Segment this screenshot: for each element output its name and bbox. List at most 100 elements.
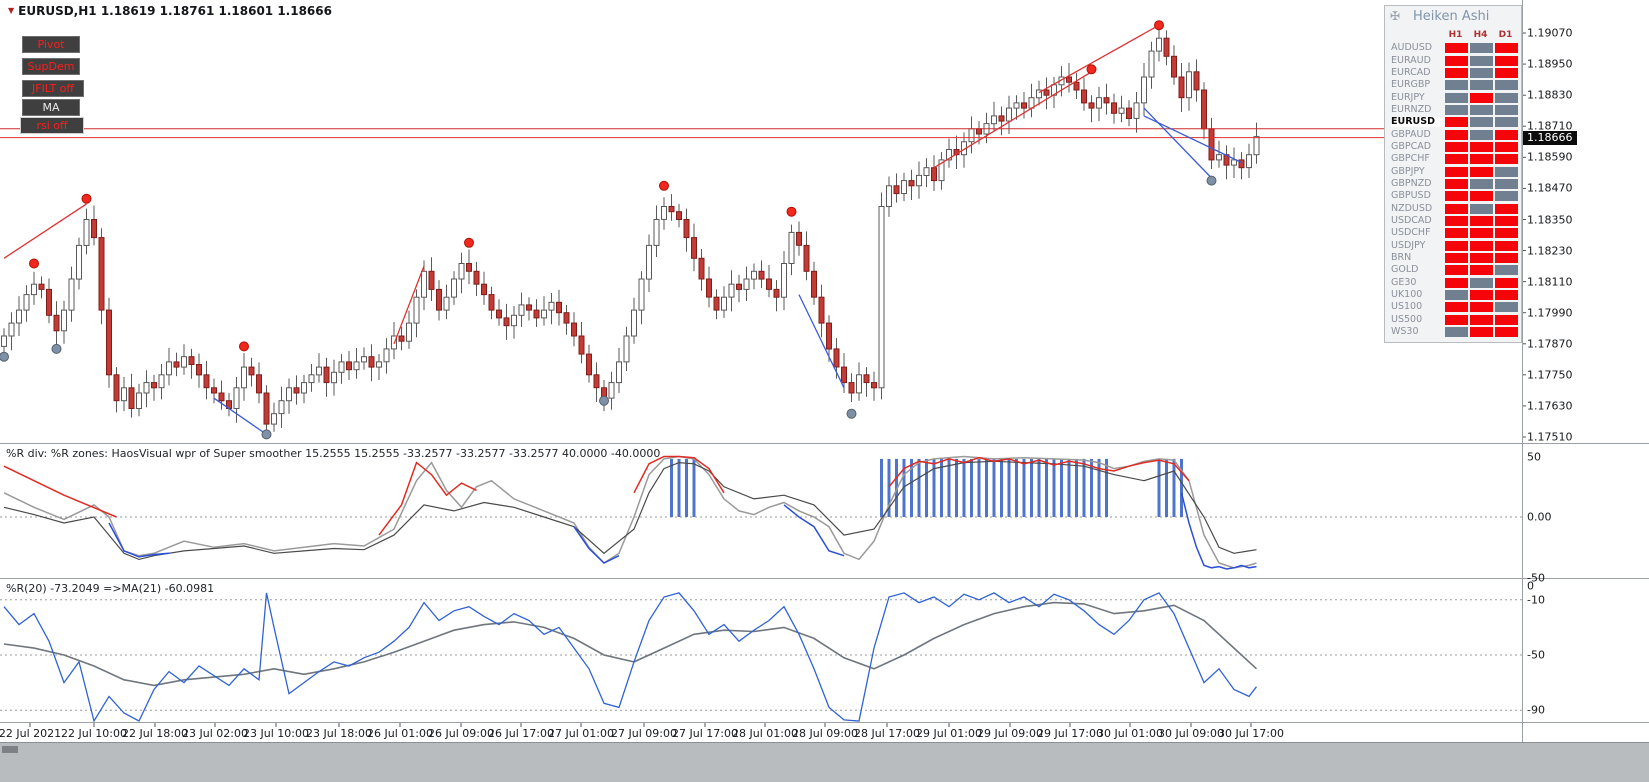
chart-title-text: EURUSD,H1 1.18619 1.18761 1.18601 1.1866… xyxy=(18,4,332,18)
pivot-button[interactable]: Pivot xyxy=(22,36,80,53)
time-tick-label: 22 Jul 2021 xyxy=(0,727,62,740)
ma-button[interactable]: MA xyxy=(22,99,80,116)
heiken-column-h4: H4 xyxy=(1473,30,1488,40)
time-tick-label: 30 Jul 17:00 xyxy=(1218,727,1284,740)
rsi-off-button[interactable]: rsi off xyxy=(20,117,84,134)
jfilt-off-button[interactable]: JFILT off xyxy=(22,80,84,97)
heiken-row-gbpchf: GBPCHF xyxy=(1385,153,1521,165)
heiken-row-gbpusd: GBPUSD xyxy=(1385,190,1521,202)
heiken-signal-cell-h4 xyxy=(1470,240,1493,251)
supdem-button[interactable]: SupDem xyxy=(22,58,80,75)
heiken-signal-cell-h1 xyxy=(1445,290,1468,301)
price-tick-label: 1.18950 xyxy=(1527,57,1573,71)
heiken-signal-cell-h4 xyxy=(1470,290,1493,301)
heiken-signal-cell-d1 xyxy=(1495,141,1518,152)
time-tick-label: 28 Jul 17:00 xyxy=(854,727,920,740)
heiken-row-us500: US500 xyxy=(1385,314,1521,326)
heiken-ashi-rows: AUDUSD EURAUD EURCAD EURGBP EURJPY EURNZD EURU… xyxy=(1385,42,1521,338)
time-tick-label: 23 Jul 02:00 xyxy=(182,727,248,740)
heiken-signal-cell-h4 xyxy=(1470,302,1493,313)
heiken-signal-cell-d1 xyxy=(1495,215,1518,226)
time-tick-label: 27 Jul 17:00 xyxy=(672,727,738,740)
heiken-symbol-label: EURAUD xyxy=(1391,54,1431,66)
heiken-symbol-label: GBPJPY xyxy=(1391,165,1425,177)
heiken-signal-cell-d1 xyxy=(1495,92,1518,103)
heiken-signal-cell-h1 xyxy=(1445,154,1468,165)
heiken-row-gbpjpy: GBPJPY xyxy=(1385,165,1521,177)
heiken-signal-cell-h4 xyxy=(1470,178,1493,189)
heiken-signal-cell-d1 xyxy=(1495,314,1518,325)
price-tick-label: 1.17630 xyxy=(1527,399,1573,413)
heiken-signal-cell-h1 xyxy=(1445,314,1468,325)
wpr-indicator-label: %R div: %R zones: HaosVisual wpr of Supe… xyxy=(6,447,661,460)
heiken-signal-cell-h1 xyxy=(1445,166,1468,177)
heiken-signal-cell-h1 xyxy=(1445,92,1468,103)
heiken-signal-cell-h1 xyxy=(1445,55,1468,66)
panel-divider-1[interactable] xyxy=(0,443,1649,444)
heiken-ashi-panel[interactable]: ✠ Heiken Ashi H1 H4 D1 AUDUSD EURAUD EURCAD E… xyxy=(1384,5,1522,343)
heiken-signal-cell-h4 xyxy=(1470,43,1493,54)
percent-r-scale-label: -50 xyxy=(1527,648,1545,662)
heiken-symbol-label: BRN xyxy=(1391,252,1412,264)
heiken-signal-cell-h1 xyxy=(1445,104,1468,115)
heiken-signal-cell-h1 xyxy=(1445,67,1468,78)
price-tick-label: 1.18350 xyxy=(1527,213,1573,226)
price-tick-label: 1.17510 xyxy=(1527,430,1573,444)
time-tick-label: 30 Jul 01:00 xyxy=(1097,727,1163,740)
heiken-symbol-label: NZDUSD xyxy=(1391,202,1433,214)
heiken-symbol-label: GBPCHF xyxy=(1391,153,1430,165)
heiken-signal-cell-h1 xyxy=(1445,228,1468,239)
current-price-badge: 1.18666 xyxy=(1523,130,1577,145)
heiken-row-usdcad: USDCAD xyxy=(1385,215,1521,227)
percent-r-scale-label: -10 xyxy=(1527,593,1545,607)
horizontal-scrollbar-thumb[interactable] xyxy=(2,746,18,753)
heiken-symbol-label: EURCAD xyxy=(1391,66,1431,78)
wpr-scale-label: 50 xyxy=(1527,450,1541,463)
percent-r-scale-label: 0 xyxy=(1527,579,1534,593)
heiken-ashi-icon: ✠ xyxy=(1390,9,1401,23)
heiken-symbol-label: EURJPY xyxy=(1391,91,1425,103)
heiken-signal-cell-h4 xyxy=(1470,129,1493,140)
panel-divider-2[interactable] xyxy=(0,578,1649,579)
heiken-signal-cell-h1 xyxy=(1445,253,1468,264)
heiken-symbol-label: GOLD xyxy=(1391,264,1419,276)
heiken-row-audusd: AUDUSD xyxy=(1385,42,1521,54)
heiken-symbol-label: GE30 xyxy=(1391,276,1417,288)
heiken-signal-cell-d1 xyxy=(1495,178,1518,189)
chart-title: ▼ EURUSD,H1 1.18619 1.18761 1.18601 1.186… xyxy=(8,4,332,18)
heiken-signal-cell-h4 xyxy=(1470,141,1493,152)
heiken-symbol-label: EURGBP xyxy=(1391,79,1431,91)
time-tick-label: 26 Jul 09:00 xyxy=(428,727,494,740)
heiken-signal-cell-d1 xyxy=(1495,55,1518,66)
heiken-signal-cell-d1 xyxy=(1495,154,1518,165)
time-tick-label: 27 Jul 09:00 xyxy=(611,727,677,740)
heiken-signal-cell-h1 xyxy=(1445,302,1468,313)
heiken-symbol-label: EURUSD xyxy=(1391,117,1443,128)
heiken-signal-cell-d1 xyxy=(1495,327,1518,338)
heiken-signal-cell-h1 xyxy=(1445,203,1468,214)
heiken-signal-cell-d1 xyxy=(1495,265,1518,276)
heiken-ashi-header: ✠ Heiken Ashi xyxy=(1385,6,1521,28)
heiken-signal-cell-d1 xyxy=(1495,302,1518,313)
panel-divider-3 xyxy=(0,722,1649,723)
price-tick-label: 1.17870 xyxy=(1527,337,1573,351)
heiken-row-eurusd: EURUSD xyxy=(1385,116,1521,128)
heiken-row-gold: GOLD xyxy=(1385,264,1521,276)
heiken-column-d1: D1 xyxy=(1498,30,1513,40)
heiken-row-gbpcad: GBPCAD xyxy=(1385,141,1521,153)
heiken-symbol-label: USDJPY xyxy=(1391,239,1426,251)
heiken-ashi-columns: H1 H4 D1 xyxy=(1385,28,1521,42)
heiken-signal-cell-h4 xyxy=(1470,80,1493,91)
heiken-signal-cell-h1 xyxy=(1445,215,1468,226)
time-tick-label: 30 Jul 09:00 xyxy=(1158,727,1224,740)
heiken-signal-cell-h4 xyxy=(1470,67,1493,78)
heiken-signal-cell-d1 xyxy=(1495,277,1518,288)
heiken-signal-cell-h4 xyxy=(1470,55,1493,66)
heiken-signal-cell-h1 xyxy=(1445,117,1468,128)
horizontal-scrollbar[interactable] xyxy=(0,742,1649,782)
heiken-symbol-label: US500 xyxy=(1391,313,1423,325)
heiken-row-us100: US100 xyxy=(1385,301,1521,313)
wpr-scale-label: -50 xyxy=(1527,571,1545,584)
